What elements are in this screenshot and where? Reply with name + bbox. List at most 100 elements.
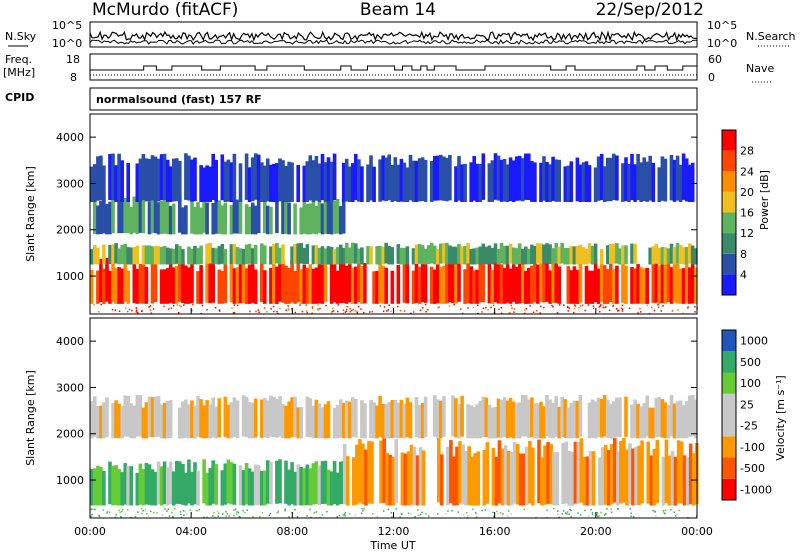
heatmap-cell-0 bbox=[120, 472, 124, 506]
colorbar-tick-label: 24 bbox=[740, 165, 754, 178]
heatmap-cell-0 bbox=[168, 261, 173, 303]
heatmap-cell-2 bbox=[508, 397, 513, 438]
heatmap-cell-0 bbox=[436, 262, 440, 304]
heatmap-cell-1 bbox=[232, 244, 237, 264]
heatmap-cell-2 bbox=[624, 396, 628, 437]
heatmap-speckle bbox=[447, 510, 449, 512]
heatmap-cell-2 bbox=[618, 397, 622, 438]
heatmap-cell-3 bbox=[551, 156, 555, 201]
heatmap-cell-1 bbox=[669, 243, 674, 264]
heatmap-cell-0 bbox=[666, 258, 671, 303]
heatmap-cell-1 bbox=[358, 439, 362, 503]
heatmap-speckle bbox=[500, 512, 502, 514]
heatmap-cell-1 bbox=[593, 243, 598, 264]
heatmap-cell-1 bbox=[385, 452, 389, 506]
heatmap-cell-1 bbox=[165, 247, 170, 265]
heatmap-cell-0 bbox=[232, 463, 237, 505]
heatmap-cell-3 bbox=[599, 153, 604, 201]
heatmap-speckle bbox=[674, 515, 677, 517]
heatmap-cell-2 bbox=[184, 205, 188, 235]
heatmap-cell-1 bbox=[582, 456, 587, 506]
heatmap-speckle bbox=[214, 307, 217, 309]
heatmap-cell-1 bbox=[235, 247, 240, 265]
heatmap-speckle bbox=[163, 305, 165, 307]
heatmap-speckle bbox=[490, 306, 493, 309]
heatmap-cell-1 bbox=[502, 245, 507, 265]
x-tick-label: 20:00 bbox=[580, 525, 612, 538]
heatmap-cell-3 bbox=[414, 160, 419, 202]
heatmap-cell-2 bbox=[241, 395, 246, 437]
heatmap-speckle bbox=[212, 515, 214, 517]
heatmap-speckle bbox=[509, 312, 511, 314]
heatmap-speckle bbox=[259, 516, 261, 518]
heatmap-cell-1 bbox=[549, 443, 553, 505]
heatmap-cell-1 bbox=[366, 246, 370, 265]
heatmap-cell-2 bbox=[190, 400, 194, 439]
heatmap-cell-3 bbox=[190, 159, 194, 202]
heatmap-speckle bbox=[428, 515, 430, 517]
heatmap-speckle bbox=[325, 304, 327, 307]
heatmap-cell-1 bbox=[681, 247, 686, 265]
heatmap-cell-2 bbox=[678, 400, 683, 439]
heatmap-cell-3 bbox=[687, 164, 692, 202]
heatmap-cell-0 bbox=[190, 471, 194, 506]
heatmap-cell-3 bbox=[563, 166, 568, 202]
heatmap-cell-1 bbox=[597, 457, 602, 506]
heatmap-cell-0 bbox=[159, 466, 164, 506]
heatmap-cell-0 bbox=[244, 463, 249, 505]
heatmap-cell-1 bbox=[403, 453, 408, 506]
heatmap-cell-3 bbox=[323, 162, 328, 202]
heatmap-cell-1 bbox=[624, 245, 628, 265]
heatmap-speckle bbox=[349, 311, 351, 313]
heatmap-cell-2 bbox=[320, 203, 325, 235]
colorbar-frame bbox=[721, 329, 737, 501]
heatmap-cell-2 bbox=[156, 202, 161, 235]
heatmap-cell-3 bbox=[411, 160, 416, 202]
heatmap-cell-2 bbox=[159, 200, 164, 234]
heatmap-cell-1 bbox=[607, 450, 611, 506]
heatmap-cell-3 bbox=[247, 167, 252, 202]
heatmap-cell-3 bbox=[429, 160, 434, 202]
heatmap-cell-1 bbox=[545, 243, 549, 264]
heatmap-speckle bbox=[242, 509, 244, 512]
heatmap-cell-1 bbox=[496, 249, 501, 265]
heatmap-cell-3 bbox=[557, 159, 561, 202]
heatmap-cell-2 bbox=[126, 197, 130, 234]
heatmap-cell-2 bbox=[126, 396, 130, 437]
heatmap-speckle bbox=[639, 307, 641, 310]
heatmap-cell-2 bbox=[433, 395, 437, 437]
heatmap-cell-3 bbox=[320, 154, 325, 201]
cpid-value: normalsound (fast) 157 RF bbox=[96, 93, 262, 106]
heatmap-cell-2 bbox=[372, 402, 376, 439]
heatmap-speckle bbox=[337, 304, 339, 306]
heatmap-cell-2 bbox=[147, 201, 152, 235]
heatmap-speckle bbox=[553, 507, 555, 510]
heatmap-speckle bbox=[126, 509, 129, 511]
heatmap-cell-1 bbox=[117, 248, 121, 265]
heatmap-cell-0 bbox=[226, 459, 231, 504]
power-y-axis: 1000 2000 3000 4000 bbox=[56, 131, 697, 283]
colorbar-swatch bbox=[722, 150, 736, 172]
heatmap-speckle bbox=[233, 509, 235, 511]
heatmap-cell-3 bbox=[681, 153, 686, 200]
heatmap-cell-2 bbox=[341, 199, 346, 234]
heatmap-speckle bbox=[596, 512, 598, 514]
heatmap-cell-0 bbox=[451, 262, 455, 304]
heatmap-cell-2 bbox=[302, 200, 307, 234]
heatmap-cell-1 bbox=[147, 245, 152, 265]
heatmap-cell-1 bbox=[379, 440, 383, 504]
heatmap-cell-3 bbox=[657, 167, 662, 202]
heatmap-cell-0 bbox=[669, 267, 674, 304]
heatmap-speckle bbox=[277, 510, 279, 512]
heatmap-cell-0 bbox=[296, 464, 300, 505]
heatmap-cell-1 bbox=[585, 456, 590, 506]
x-axis-label: Time UT bbox=[369, 539, 415, 552]
heatmap-cell-1 bbox=[399, 247, 404, 265]
power-heatmap bbox=[90, 153, 698, 315]
heatmap-cell-3 bbox=[605, 157, 610, 202]
heatmap-speckle bbox=[285, 309, 287, 311]
heatmap-cell-0 bbox=[269, 267, 273, 304]
heatmap-speckle bbox=[602, 304, 604, 306]
heatmap-speckle bbox=[662, 510, 665, 512]
heatmap-speckle bbox=[502, 513, 504, 515]
